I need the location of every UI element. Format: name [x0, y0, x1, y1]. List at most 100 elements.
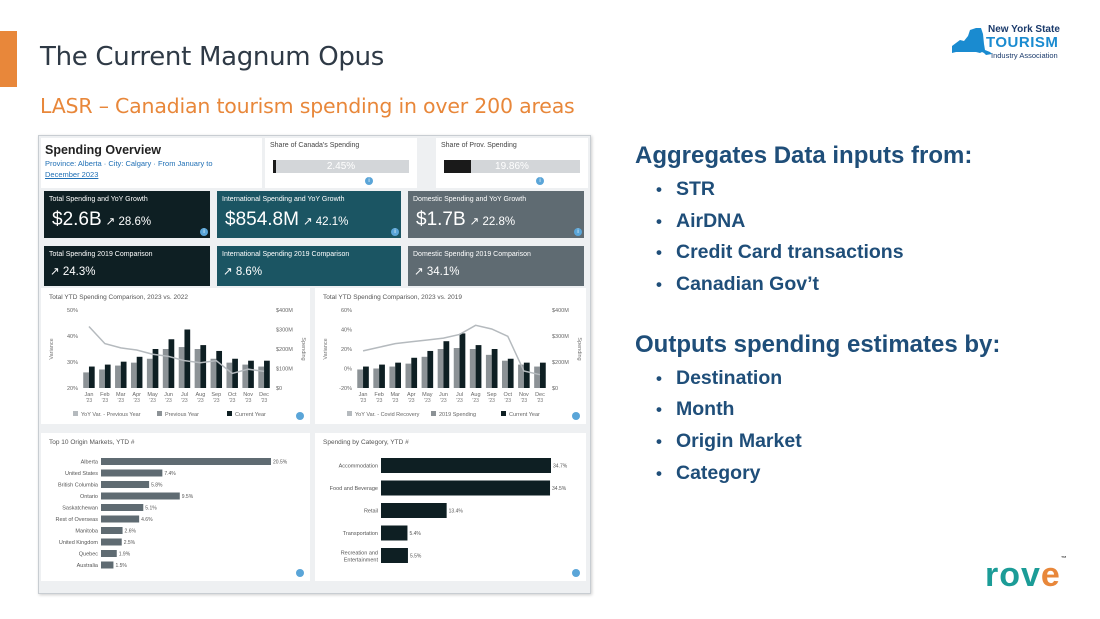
bar-current	[379, 364, 385, 388]
info-icon	[296, 569, 304, 577]
bar	[101, 469, 163, 477]
category-label: Recreation and	[341, 551, 378, 557]
y2-axis-label: Spending	[576, 337, 582, 360]
kpi-value: $854.8M ↗ 42.1%	[225, 209, 348, 231]
info-icon[interactable]: i	[200, 228, 208, 236]
overview-filter-line-2: December 2023	[45, 170, 99, 179]
y2-tick-label: $200M	[276, 347, 293, 353]
bar-current	[443, 341, 450, 388]
bar-current	[395, 362, 401, 388]
chart-title: Top 10 Origin Markets, YTD #	[49, 439, 135, 446]
spending-category-chart: Spending by Category, YTD # Accommodation…	[323, 439, 580, 577]
bar-previous	[405, 363, 412, 388]
bar-current	[216, 350, 223, 388]
category-label: Accommodation	[339, 464, 378, 470]
kpi-label: Total Spending and YoY Growth	[49, 196, 148, 203]
kpi-total-spending: Total Spending and YoY Growth $2.6B ↗ 28.…	[44, 191, 210, 238]
output-item: Origin Market	[656, 426, 1075, 458]
info-icon[interactable]: i	[574, 228, 582, 236]
value-label: 1.5%	[115, 563, 127, 569]
bar	[101, 492, 180, 500]
value-label: 4.6%	[141, 517, 153, 523]
share-canada-card: Share of Canada's Spending 2.45% i	[265, 138, 417, 188]
bar-previous	[502, 360, 508, 388]
bar	[101, 515, 140, 523]
y-tick-label: 20%	[341, 347, 352, 353]
y-tick-label: 0%	[344, 367, 352, 373]
bar	[101, 481, 150, 488]
kpi-label: Total Spending 2019 Comparison	[49, 251, 153, 258]
overview-title: Spending Overview	[45, 143, 162, 157]
bar	[101, 550, 117, 557]
bar-current	[104, 364, 111, 388]
bar-previous	[162, 349, 169, 388]
x-tick-label: Sep	[487, 392, 497, 398]
kpi-domestic-2019: Domestic Spending 2019 Comparison ↗ 34.1…	[408, 246, 584, 286]
y2-tick-label: $300M	[276, 328, 293, 334]
x-tick-label: May	[422, 392, 433, 398]
inputs-heading: Aggregates Data inputs from:	[635, 142, 973, 169]
legend-swatch	[157, 411, 162, 416]
info-icon	[572, 412, 580, 420]
bar-current	[152, 349, 159, 388]
kpi-amount: $2.6B	[52, 209, 102, 230]
x-tick-label: Apr	[132, 392, 141, 398]
logo-line-1: New York State	[988, 24, 1060, 35]
y-axis-label: Variance	[49, 338, 55, 359]
y-tick-label: 60%	[341, 308, 352, 314]
bar-previous	[373, 368, 380, 388]
bar	[381, 525, 408, 541]
info-icon[interactable]: i	[391, 228, 399, 236]
y2-tick-label: $400M	[552, 308, 569, 314]
kpi-amount: $854.8M	[225, 209, 299, 230]
chart-title: Total YTD Spending Comparison, 2023 vs. …	[49, 294, 188, 301]
x-tick-year: '23	[456, 398, 463, 404]
category-label: Alberta	[81, 460, 99, 466]
x-tick-year: '23	[424, 398, 431, 404]
bar-previous	[421, 356, 428, 388]
x-tick-year: '23	[521, 398, 528, 404]
share-canada-value: 2.45%	[326, 161, 356, 172]
variance-line	[88, 326, 265, 375]
bar-current	[427, 350, 434, 388]
y2-tick-label: $0	[276, 386, 282, 392]
input-item: STR	[656, 174, 1075, 206]
x-tick-label: Nov	[243, 392, 253, 398]
legend-swatch	[347, 411, 352, 416]
info-icon[interactable]: i	[365, 177, 373, 185]
value-label: 5.1%	[145, 506, 157, 512]
x-tick-year: '23	[245, 398, 252, 404]
x-tick-year: '23	[537, 398, 544, 404]
overview-filter-text[interactable]: Province: Alberta · City: Calgary · From…	[45, 158, 245, 180]
y2-tick-label: $400M	[276, 308, 293, 314]
x-tick-label: Jan	[359, 392, 368, 398]
rove-trademark: ™	[1060, 556, 1068, 562]
bar-previous	[115, 365, 121, 388]
bar-current	[136, 356, 143, 388]
slide-title: The Current Magnum Opus	[40, 42, 385, 72]
legend-label: YoY Var. - Previous Year	[81, 412, 141, 418]
y2-tick-label: $100M	[276, 367, 293, 373]
value-label: 5.8%	[151, 483, 163, 489]
bar-previous	[194, 349, 201, 388]
x-tick-year: '23	[229, 398, 236, 404]
logo-line-2: TOURISM	[986, 34, 1059, 51]
outputs-heading: Outputs spending estimates by:	[635, 330, 1001, 358]
x-tick-year: '23	[408, 398, 415, 404]
kpi-growth: ↗ 42.1%	[302, 216, 349, 228]
x-tick-label: Oct	[504, 392, 513, 398]
category-label: British Columbia	[58, 483, 99, 489]
x-tick-year: '23	[261, 398, 268, 404]
y-tick-label: 20%	[67, 386, 78, 392]
info-icon[interactable]: i	[536, 177, 544, 185]
kpi-value: ↗ 24.3%	[50, 266, 96, 278]
kpi-amount: $1.7B	[416, 209, 466, 230]
bar	[381, 548, 408, 563]
kpi-value: ↗ 8.6%	[223, 266, 263, 278]
x-tick-label: Oct	[228, 392, 237, 398]
chart-panel-2022: Total YTD Spending Comparison, 2023 vs. …	[41, 288, 310, 424]
bar-current	[539, 362, 546, 388]
legend-label: Current Year	[235, 412, 266, 418]
bar-current	[120, 361, 127, 388]
bar	[101, 527, 123, 534]
